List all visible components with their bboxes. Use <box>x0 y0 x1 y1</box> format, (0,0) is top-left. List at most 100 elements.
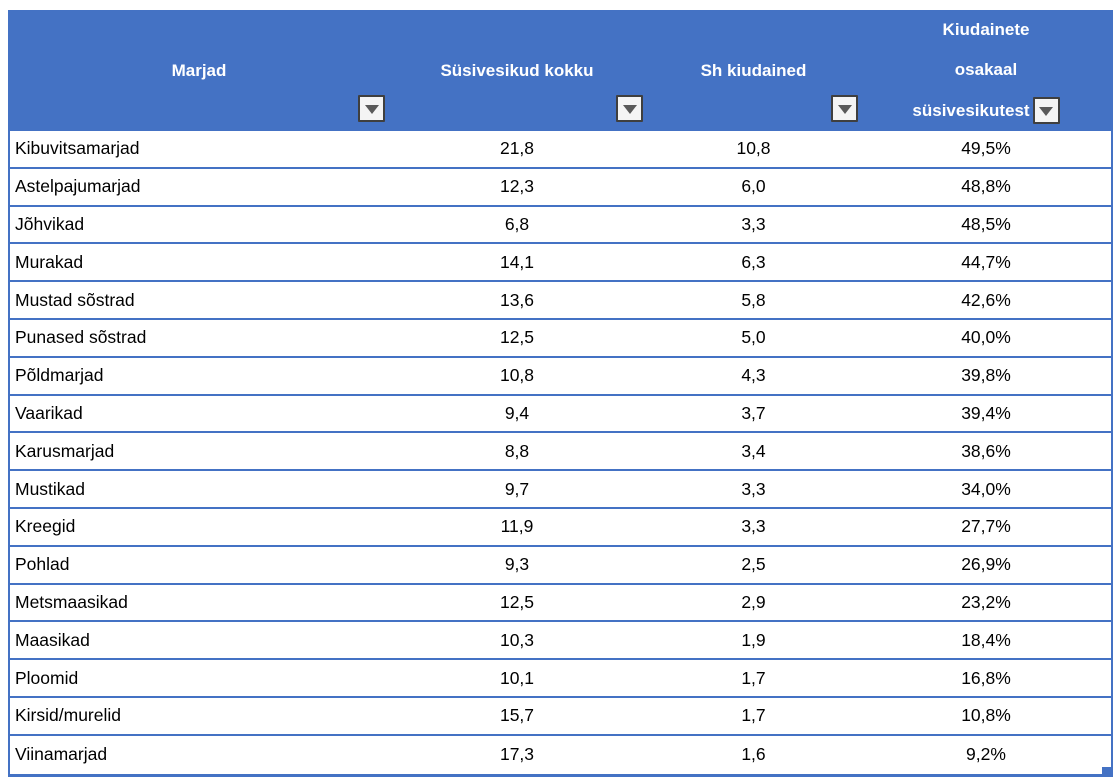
column-header-line3: süsivesikutest <box>861 91 1111 131</box>
cell-fiber-share[interactable]: 26,9% <box>961 554 1011 575</box>
cell-carbs-total[interactable]: 9,4 <box>504 402 530 423</box>
cell-fiber-share[interactable]: 40,0% <box>961 327 1011 348</box>
table-row: Kibuvitsamarjad 21,8 10,8 49,5% <box>10 131 1111 169</box>
berries-data-table: Marjad Süsivesikud kokku Sh kiudained Ki… <box>8 10 1113 777</box>
cell-berry-name[interactable]: Kreegid <box>15 516 76 537</box>
table-row: Metsmaasikad 12,5 2,9 23,2% <box>10 584 1111 623</box>
cell-fiber[interactable]: 6,0 <box>741 176 766 197</box>
table-row: Maasikad 10,3 1,9 18,4% <box>10 622 1111 661</box>
column-header-line1: Kiudainete <box>942 20 1030 40</box>
column-header-label: Sh kiudained <box>700 60 807 80</box>
column-header-susivesikud-kokku[interactable]: Süsivesikud kokku <box>388 10 646 131</box>
cell-fiber-share[interactable]: 39,8% <box>961 365 1011 386</box>
cell-fiber-share[interactable]: 16,8% <box>961 667 1011 688</box>
cell-berry-name[interactable]: Ploomid <box>15 667 79 688</box>
cell-carbs-total[interactable]: 6,8 <box>504 213 530 234</box>
cell-fiber[interactable]: 3,4 <box>741 440 766 461</box>
column-header-sh-kiudained[interactable]: Sh kiudained <box>646 10 861 131</box>
table-header-row: Marjad Süsivesikud kokku Sh kiudained Ki… <box>10 10 1111 131</box>
column-header-label: süsivesikutest <box>912 100 1030 120</box>
cell-fiber[interactable]: 3,3 <box>741 478 766 499</box>
chevron-down-icon <box>1039 107 1054 117</box>
table-row: Viinamarjad 17,3 1,6 9,2% <box>10 735 1111 774</box>
cell-carbs-total[interactable]: 10,1 <box>499 667 535 688</box>
column-header-label: Süsivesikud kokku <box>440 60 594 80</box>
cell-fiber-share[interactable]: 34,0% <box>961 478 1011 499</box>
cell-fiber-share[interactable]: 49,5% <box>961 138 1011 159</box>
cell-fiber[interactable]: 1,7 <box>741 667 766 688</box>
table-row: Ploomid 10,1 1,7 16,8% <box>10 660 1111 698</box>
cell-fiber-share[interactable]: 9,2% <box>966 744 1006 765</box>
cell-carbs-total[interactable]: 15,7 <box>499 705 535 726</box>
cell-berry-name[interactable]: Viinamarjad <box>15 744 108 765</box>
table-row: Astelpajumarjad 12,3 6,0 48,8% <box>10 168 1111 207</box>
cell-carbs-total[interactable]: 12,3 <box>499 176 535 197</box>
filter-button-marjad[interactable] <box>358 95 385 122</box>
cell-fiber[interactable]: 1,6 <box>741 744 766 765</box>
cell-fiber-share[interactable]: 42,6% <box>961 289 1011 310</box>
cell-berry-name[interactable]: Põldmarjad <box>15 365 104 386</box>
filter-button-susivesikud[interactable] <box>616 95 643 122</box>
cell-fiber-share[interactable]: 10,8% <box>961 705 1011 726</box>
cell-carbs-total[interactable]: 10,3 <box>499 629 535 650</box>
cell-fiber[interactable]: 2,9 <box>741 591 766 612</box>
cell-fiber[interactable]: 1,9 <box>741 629 766 650</box>
cell-fiber[interactable]: 3,3 <box>741 516 766 537</box>
table-row: Põldmarjad 10,8 4,3 39,8% <box>10 357 1111 396</box>
cell-fiber-share[interactable]: 18,4% <box>961 629 1011 650</box>
cell-fiber[interactable]: 3,3 <box>741 213 766 234</box>
cell-carbs-total[interactable]: 14,1 <box>499 251 535 272</box>
cell-berry-name[interactable]: Maasikad <box>15 629 90 650</box>
table-resize-handle[interactable] <box>1102 766 1111 774</box>
cell-fiber-share[interactable]: 39,4% <box>961 402 1011 423</box>
table-row: Karusmarjad 8,8 3,4 38,6% <box>10 433 1111 472</box>
cell-carbs-total[interactable]: 12,5 <box>499 591 535 612</box>
cell-fiber[interactable]: 5,0 <box>741 327 766 348</box>
cell-carbs-total[interactable]: 8,8 <box>504 440 530 461</box>
cell-carbs-total[interactable]: 21,8 <box>499 138 535 159</box>
cell-fiber[interactable]: 6,3 <box>741 251 766 272</box>
cell-fiber-share[interactable]: 38,6% <box>961 440 1011 461</box>
cell-berry-name[interactable]: Mustad sõstrad <box>15 289 135 310</box>
table-row: Punased sõstrad 12,5 5,0 40,0% <box>10 319 1111 358</box>
cell-carbs-total[interactable]: 10,8 <box>499 365 535 386</box>
column-header-marjad[interactable]: Marjad <box>10 10 388 131</box>
column-header-line2: osakaal <box>954 60 1018 80</box>
cell-berry-name[interactable]: Astelpajumarjad <box>15 176 141 197</box>
cell-berry-name[interactable]: Vaarikad <box>15 402 83 423</box>
cell-carbs-total[interactable]: 13,6 <box>499 289 535 310</box>
chevron-down-icon <box>622 105 637 114</box>
cell-carbs-total[interactable]: 12,5 <box>499 327 535 348</box>
table-row: Murakad 14,1 6,3 44,7% <box>10 244 1111 283</box>
table-row: Mustad sõstrad 13,6 5,8 42,6% <box>10 282 1111 320</box>
column-header-kiudainete-osakaal[interactable]: Kiudainete osakaal süsivesikutest <box>861 10 1111 131</box>
cell-berry-name[interactable]: Karusmarjad <box>15 440 115 461</box>
filter-button-kiudained[interactable] <box>831 95 858 122</box>
filter-button-osakaal[interactable] <box>1032 97 1060 125</box>
cell-fiber-share[interactable]: 23,2% <box>961 591 1011 612</box>
cell-fiber[interactable]: 3,7 <box>741 402 766 423</box>
cell-fiber-share[interactable]: 48,8% <box>961 176 1011 197</box>
cell-carbs-total[interactable]: 9,7 <box>504 478 530 499</box>
cell-berry-name[interactable]: Kirsid/murelid <box>15 705 121 726</box>
cell-fiber[interactable]: 10,8 <box>736 138 771 159</box>
cell-carbs-total[interactable]: 17,3 <box>499 744 535 765</box>
cell-fiber[interactable]: 1,7 <box>741 705 766 726</box>
cell-berry-name[interactable]: Pohlad <box>15 554 70 575</box>
cell-berry-name[interactable]: Metsmaasikad <box>15 591 128 612</box>
cell-fiber[interactable]: 4,3 <box>741 365 766 386</box>
spreadsheet-region: Marjad Süsivesikud kokku Sh kiudained Ki… <box>8 10 1113 777</box>
cell-carbs-total[interactable]: 11,9 <box>500 516 534 537</box>
cell-berry-name[interactable]: Kibuvitsamarjad <box>15 138 140 159</box>
cell-berry-name[interactable]: Mustikad <box>15 478 86 499</box>
cell-berry-name[interactable]: Murakad <box>15 251 84 272</box>
cell-berry-name[interactable]: Punased sõstrad <box>15 327 147 348</box>
cell-fiber-share[interactable]: 48,5% <box>961 213 1011 234</box>
cell-fiber-share[interactable]: 44,7% <box>961 251 1011 272</box>
cell-fiber[interactable]: 2,5 <box>741 554 766 575</box>
chevron-down-icon <box>364 105 379 114</box>
cell-carbs-total[interactable]: 9,3 <box>504 554 530 575</box>
cell-fiber-share[interactable]: 27,7% <box>961 516 1011 537</box>
cell-fiber[interactable]: 5,8 <box>741 289 766 310</box>
cell-berry-name[interactable]: Jõhvikad <box>15 213 85 234</box>
